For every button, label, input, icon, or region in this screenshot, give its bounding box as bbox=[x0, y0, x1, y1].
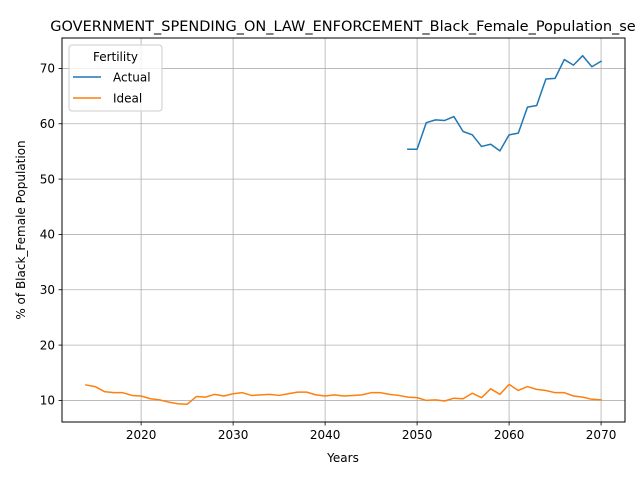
grid-lines bbox=[62, 38, 625, 422]
y-tick-label: 50 bbox=[40, 172, 55, 186]
series-lines bbox=[85, 54, 603, 406]
legend-label-ideal: Ideal bbox=[113, 92, 142, 106]
y-tick-label: 40 bbox=[40, 228, 55, 242]
x-axis-label: Years bbox=[326, 451, 359, 465]
x-tick-label: 2020 bbox=[126, 428, 157, 442]
x-tick-label: 2070 bbox=[586, 428, 617, 442]
legend-box bbox=[68, 44, 163, 112]
series-line-actual bbox=[407, 54, 603, 152]
y-tick-label: 10 bbox=[40, 394, 55, 408]
x-tick-label: 2040 bbox=[310, 428, 341, 442]
y-axis-label: % of Black_Female Population bbox=[14, 140, 28, 319]
x-tick-label: 2030 bbox=[218, 428, 249, 442]
x-tick-label: 2050 bbox=[402, 428, 433, 442]
legend-title: Fertility bbox=[93, 50, 138, 64]
y-tick-label: 60 bbox=[40, 117, 55, 131]
y-tick-label: 30 bbox=[40, 283, 55, 297]
legend-label-actual: Actual bbox=[113, 71, 151, 85]
plot-frame bbox=[61, 37, 626, 423]
legend: Fertility Actual Ideal bbox=[68, 44, 163, 112]
y-tick-label: 70 bbox=[40, 62, 55, 76]
y-tick-label: 20 bbox=[40, 338, 55, 352]
x-tick-label: 2060 bbox=[494, 428, 525, 442]
series-line-ideal bbox=[85, 383, 602, 406]
chart-title: GOVERNMENT_SPENDING_ON_LAW_ENFORCEMENT_B… bbox=[50, 19, 636, 35]
